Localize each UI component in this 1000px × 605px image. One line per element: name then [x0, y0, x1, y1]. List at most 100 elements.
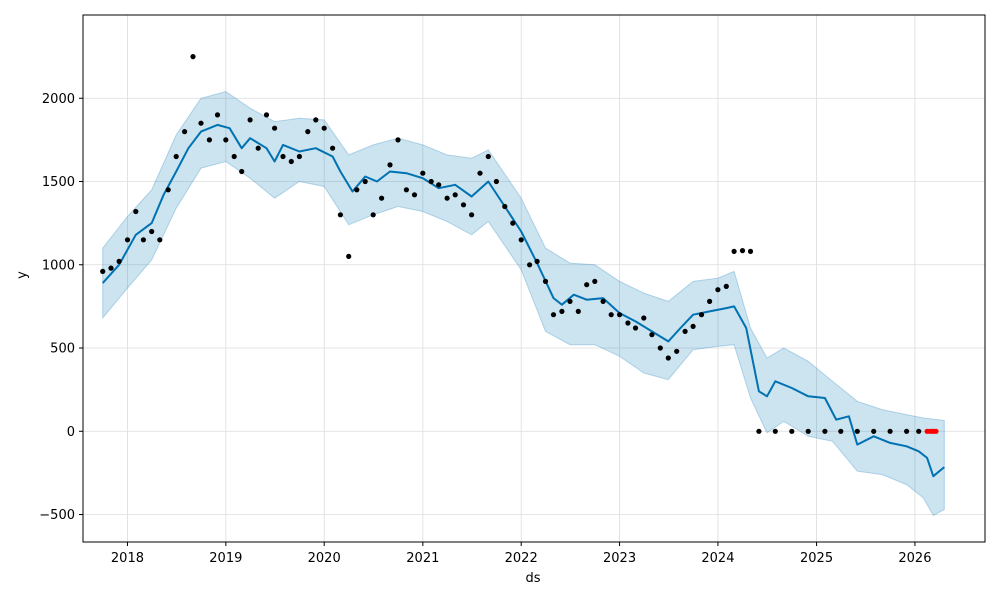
- observed-point: [682, 328, 688, 334]
- observed-point: [575, 308, 581, 314]
- observed-point: [362, 178, 368, 185]
- observed-point: [916, 428, 922, 434]
- y-axis-label: y: [15, 271, 30, 279]
- observed-point: [124, 237, 131, 243]
- observed-point: [370, 212, 376, 218]
- observed-point: [904, 428, 910, 434]
- observed-point: [223, 137, 229, 143]
- observed-point: [723, 283, 729, 289]
- plot-frame: [82, 14, 986, 543]
- observed-point: [838, 428, 844, 434]
- observed-point: [617, 312, 623, 318]
- observed-point: [140, 237, 146, 243]
- observed-point: [206, 137, 212, 143]
- y-axis-ticks: −500 0 500 1000 1500 2000: [39, 92, 83, 523]
- observed-point: [288, 158, 294, 165]
- recent-observed-point: [933, 428, 939, 434]
- observed-point: [460, 202, 467, 208]
- observed-point: [477, 170, 483, 176]
- observed-point: [354, 187, 360, 193]
- observed-point: [527, 262, 533, 268]
- y-tick-label: 1500: [42, 175, 75, 190]
- observed-point: [690, 323, 696, 329]
- observed-point: [608, 312, 614, 318]
- x-tick-label: 2018: [111, 551, 144, 566]
- observed-point: [632, 325, 639, 331]
- x-axis-label: ds: [525, 571, 540, 586]
- observed-point: [149, 228, 155, 235]
- observed-point: [116, 258, 122, 264]
- observed-point: [567, 298, 573, 304]
- observed-point: [542, 278, 549, 284]
- x-tick-label: 2019: [209, 551, 242, 566]
- observed-points: [100, 54, 939, 434]
- observed-point: [887, 428, 893, 434]
- observed-point: [133, 208, 139, 215]
- observed-point: [346, 253, 352, 259]
- observed-point: [493, 178, 499, 185]
- observed-point: [428, 178, 434, 185]
- grid: [83, 15, 985, 542]
- observed-point: [214, 112, 221, 118]
- observed-point: [452, 192, 458, 198]
- observed-point: [600, 298, 606, 304]
- observed-point: [173, 153, 179, 160]
- observed-point: [510, 220, 516, 226]
- x-tick-label: 2023: [603, 551, 636, 566]
- observed-point: [625, 320, 631, 326]
- observed-point: [641, 315, 647, 321]
- observed-point: [485, 153, 491, 160]
- observed-point: [739, 248, 746, 254]
- observed-point: [731, 248, 737, 254]
- observed-point: [231, 153, 237, 160]
- observed-point: [674, 348, 680, 354]
- x-tick-label: 2022: [505, 551, 538, 566]
- y-tick-label: 1000: [42, 258, 75, 273]
- observed-point: [444, 195, 450, 201]
- x-tick-label: 2020: [308, 551, 341, 566]
- observed-point: [756, 428, 762, 434]
- observed-point: [698, 312, 705, 318]
- observed-point: [502, 203, 508, 210]
- observed-point: [854, 428, 860, 434]
- uncertainty-band-area: [102, 91, 945, 517]
- x-tick-label: 2021: [406, 551, 439, 566]
- observed-point: [871, 428, 877, 434]
- observed-point: [707, 298, 713, 304]
- observed-point: [559, 308, 565, 314]
- observed-point: [715, 287, 721, 293]
- observed-point: [822, 428, 828, 434]
- observed-point: [649, 332, 655, 338]
- observed-point: [321, 125, 327, 131]
- observed-point: [550, 312, 557, 318]
- observed-point: [190, 54, 196, 60]
- observed-point: [665, 355, 671, 361]
- observed-point: [592, 278, 598, 284]
- observed-point: [263, 112, 270, 118]
- observed-point: [805, 428, 811, 434]
- x-axis-ticks: 2018 2019 2020 2021 2022 2023 2024 2025 2026: [111, 542, 931, 566]
- x-tick-label: 2025: [800, 551, 833, 566]
- observed-point: [395, 137, 401, 143]
- observed-point: [182, 129, 188, 135]
- x-tick-label: 2026: [898, 551, 931, 566]
- observed-point: [330, 145, 336, 151]
- observed-point: [108, 265, 114, 271]
- observed-point: [313, 117, 319, 123]
- x-tick-label: 2024: [701, 551, 734, 566]
- observed-point: [296, 153, 302, 160]
- observed-point: [789, 428, 795, 434]
- observed-point: [272, 125, 278, 131]
- observed-point: [100, 268, 106, 274]
- y-tick-label: 0: [67, 425, 75, 440]
- observed-point: [747, 248, 754, 254]
- y-tick-label: 2000: [42, 92, 75, 107]
- observed-point: [411, 192, 418, 198]
- observed-point: [157, 237, 163, 243]
- observed-point: [337, 212, 343, 218]
- observed-point: [198, 120, 204, 126]
- observed-point: [584, 282, 590, 288]
- observed-point: [534, 258, 540, 264]
